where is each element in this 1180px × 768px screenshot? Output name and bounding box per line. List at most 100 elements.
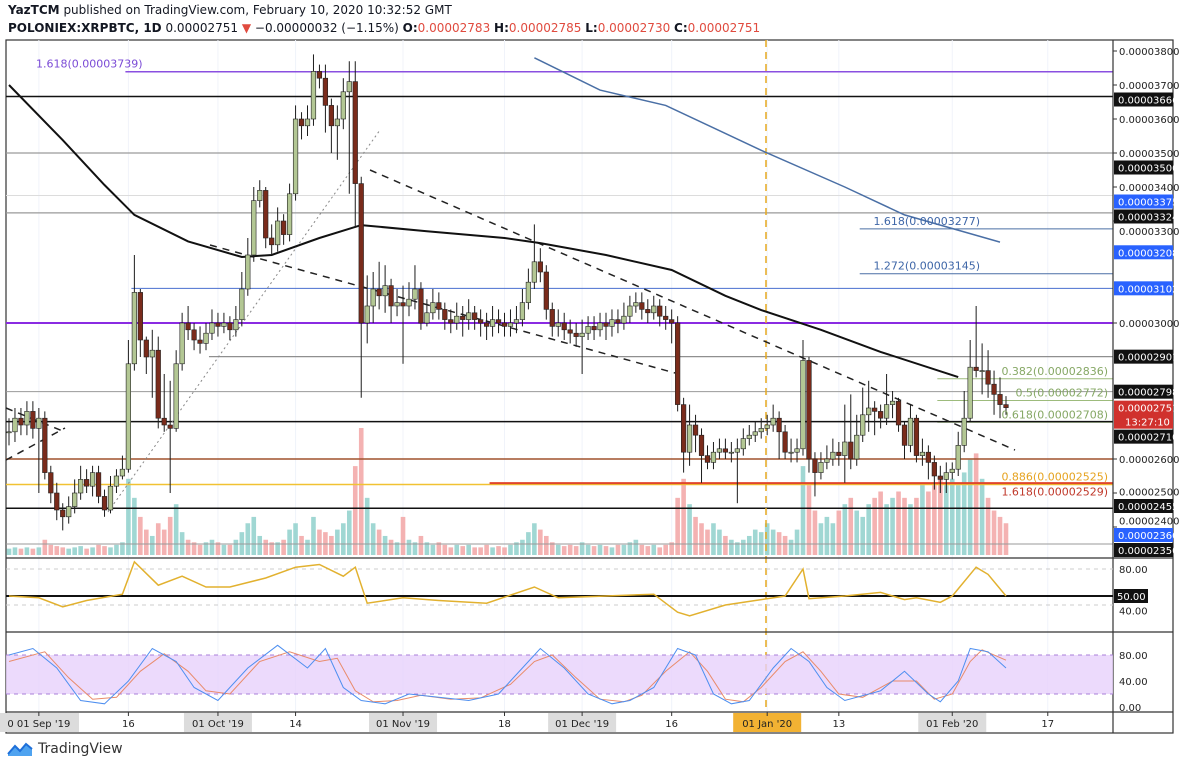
author-name[interactable]: YazTCM xyxy=(8,3,60,17)
candle-body-up xyxy=(758,428,764,433)
candle-body-down xyxy=(698,434,705,456)
candle-body-down xyxy=(567,329,573,334)
candle xyxy=(382,265,388,313)
candle-body-down xyxy=(18,417,24,426)
candle xyxy=(197,326,203,354)
candle-body-down xyxy=(1003,404,1009,408)
price-badge-label: 0.00002360 xyxy=(1118,531,1178,542)
lower-descending-trendline[interactable] xyxy=(209,244,676,374)
stoch-d-line[interactable] xyxy=(8,649,1007,703)
candle-body-up xyxy=(830,451,836,460)
candle xyxy=(388,278,394,323)
candle-body-up xyxy=(89,472,96,487)
candle xyxy=(185,306,191,340)
rsi-line[interactable] xyxy=(8,560,1007,617)
open-value: 0.00002783 xyxy=(417,21,491,35)
candle-body-down xyxy=(42,417,48,473)
candle-body-up xyxy=(513,319,520,324)
candle-body-down xyxy=(549,309,555,327)
volume-bar xyxy=(818,523,824,555)
price-badge xyxy=(1114,499,1173,513)
candle-body-up xyxy=(292,118,299,195)
symbol-name[interactable]: POLONIEX:XRPBTC, 1D xyxy=(8,21,162,35)
candle-body-down xyxy=(543,271,549,310)
volume-bar xyxy=(352,466,358,555)
candle-body-down xyxy=(143,339,149,358)
candle xyxy=(609,309,615,337)
candle xyxy=(54,482,60,521)
published-text: published on TradingView.com, February 1… xyxy=(63,3,452,17)
candle-body-down xyxy=(400,302,406,307)
candle-body-down xyxy=(460,315,466,320)
candle xyxy=(752,421,758,442)
price-badge xyxy=(1114,92,1173,107)
volume-bar xyxy=(908,504,913,555)
volume-bar xyxy=(699,523,704,555)
candle xyxy=(633,292,639,313)
ma-100-line[interactable] xyxy=(8,84,959,379)
volume-bar xyxy=(311,516,316,555)
candle-body-down xyxy=(872,407,878,412)
candle-body-up xyxy=(36,417,42,429)
candle-body-down xyxy=(776,417,782,433)
candle xyxy=(370,272,376,323)
trendlines[interactable] xyxy=(5,129,1016,513)
wedge-lower-line[interactable] xyxy=(5,427,66,461)
candle xyxy=(657,299,663,327)
price-axis[interactable]: 0.00003800 0.00003700 0.00003600 0.00003500… xyxy=(1113,47,1179,557)
volume-bar xyxy=(317,529,322,555)
volume-bar xyxy=(717,529,722,555)
volume-bar xyxy=(597,544,603,555)
candle xyxy=(352,61,358,228)
ma-200-line[interactable] xyxy=(534,57,1001,243)
fib-extension-guide[interactable] xyxy=(107,129,381,513)
stoch-k-line[interactable] xyxy=(8,644,1007,705)
volume-bar xyxy=(400,516,406,555)
candle-body-down xyxy=(806,360,812,460)
volume-bar xyxy=(705,529,710,555)
candle-body-up xyxy=(424,312,430,324)
close-label: C: xyxy=(674,21,688,35)
last-price-label: 0.00002751 xyxy=(1118,404,1178,415)
volume-bar xyxy=(281,539,286,555)
candle xyxy=(681,397,687,473)
volume-bar xyxy=(997,516,1003,555)
candle-body-up xyxy=(412,288,418,300)
candle-body-down xyxy=(448,319,454,324)
candle xyxy=(663,306,669,330)
candle-body-down xyxy=(836,451,842,456)
candle-body-up xyxy=(686,424,693,453)
candle-body-down xyxy=(937,475,943,480)
time-axis[interactable]: 0 01 Sep '19 16 01 Oct '19 14 01 Nov '19 18 01… xyxy=(0,712,1054,732)
upper-descending-trendline[interactable] xyxy=(369,169,1016,451)
candle-body-up xyxy=(119,468,126,477)
candle-body-down xyxy=(54,492,60,511)
volume-bar xyxy=(341,523,346,555)
candle-body-up xyxy=(107,485,114,511)
candle xyxy=(776,411,782,459)
volume-bar xyxy=(42,539,48,555)
volume-bar xyxy=(149,535,155,555)
candle xyxy=(203,323,209,351)
time-tick-label: 17 xyxy=(1041,719,1054,730)
candle xyxy=(60,503,66,531)
candle-body-up xyxy=(78,479,84,494)
volume-bar xyxy=(484,544,489,555)
candle xyxy=(84,469,90,493)
candle-body-up xyxy=(275,220,281,246)
volume-bar xyxy=(120,542,125,555)
candle xyxy=(537,248,543,283)
candle-body-up xyxy=(800,360,806,450)
wedge-upper-line[interactable] xyxy=(5,407,66,433)
volume-bar xyxy=(138,516,143,555)
volume-bar xyxy=(364,497,370,555)
candle xyxy=(669,309,675,344)
volume-bar xyxy=(836,510,842,555)
candle-body-up xyxy=(394,302,400,307)
tradingview-logo[interactable]: TradingView xyxy=(6,740,123,758)
volume-bar xyxy=(227,544,233,555)
candle xyxy=(269,224,275,255)
candle-body-up xyxy=(740,438,746,450)
fib-level-label: 1.272(0.00003145) xyxy=(873,260,980,273)
